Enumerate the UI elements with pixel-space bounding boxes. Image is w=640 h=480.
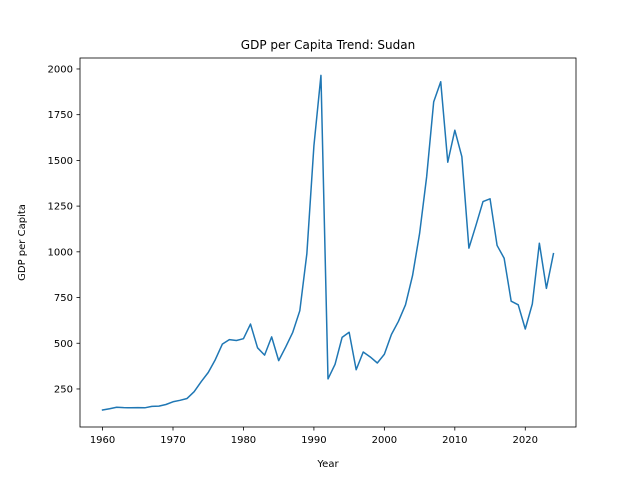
x-tick-label: 1970 [160,435,185,446]
x-tick-label: 2010 [442,435,467,446]
x-axis: 1960 1970 1980 1990 2000 2010 2020 [90,427,538,446]
x-tick-label: 2020 [513,435,538,446]
chart-title: GDP per Capita Trend: Sudan [241,38,415,52]
y-tick-label: 500 [54,339,73,350]
series-line [101,74,555,411]
y-tick-label: 1750 [48,110,73,121]
y-tick-label: 250 [54,384,73,395]
x-tick-label: 1960 [90,435,115,446]
x-tick-label: 1980 [231,435,256,446]
plot-area: 1960 1970 1980 1990 2000 2010 2020 250 500 750 10… [48,57,577,446]
y-tick-label: 1000 [48,247,73,258]
y-tick-label: 1500 [48,156,73,167]
series-layer [101,74,555,411]
axes-frame [79,57,577,428]
y-tick-label: 2000 [48,64,73,75]
y-axis-label: GDP per Capita [17,204,28,281]
x-tick-label: 1990 [301,435,326,446]
x-axis-label: Year [316,459,339,470]
y-axis: 250 500 750 1000 1250 1500 1750 2000 [48,64,80,395]
y-tick-label: 1250 [48,202,73,213]
y-tick-label: 750 [54,293,73,304]
x-tick-label: 2000 [372,435,397,446]
